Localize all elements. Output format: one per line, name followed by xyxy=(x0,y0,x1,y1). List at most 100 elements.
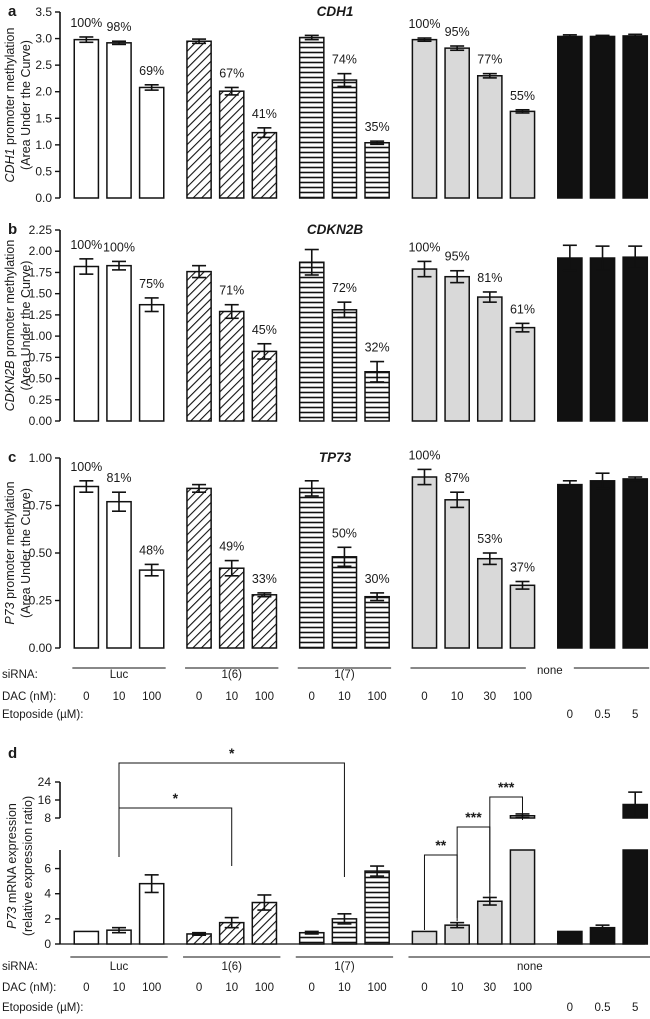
bar xyxy=(106,42,132,199)
y-tick-label: 3.0 xyxy=(35,32,52,46)
y-axis-label-line2: (Area Under the Curve) xyxy=(19,261,33,391)
bar xyxy=(364,141,390,199)
bar xyxy=(589,480,616,649)
y-tick-label: 1.00 xyxy=(29,451,53,465)
y-tick-label: 1.50 xyxy=(29,287,53,301)
dac-value: 100 xyxy=(513,982,532,994)
dac-value: 0 xyxy=(196,982,202,994)
significance-label: ** xyxy=(435,837,446,853)
y-label-rest: promoter methylation xyxy=(3,27,17,148)
bar xyxy=(509,110,536,199)
bar xyxy=(251,594,278,649)
dac-value: 0 xyxy=(196,691,202,703)
bar xyxy=(622,478,649,649)
bar-lower-segment xyxy=(509,849,536,945)
y-tick-label: 0.50 xyxy=(29,372,53,386)
dac-label: DAC (nM): xyxy=(2,691,56,703)
bar xyxy=(186,487,212,649)
dac-value: 0 xyxy=(421,691,427,703)
y-tick-label: 0.75 xyxy=(29,350,53,364)
dac-label: DAC (nM): xyxy=(2,982,56,994)
data-label: 33% xyxy=(252,572,277,586)
bar xyxy=(331,556,358,649)
etoposide-value: 5 xyxy=(632,709,638,721)
data-label: 49% xyxy=(219,540,244,554)
y-tick-label: 0.00 xyxy=(29,414,53,428)
bar xyxy=(557,483,583,649)
bar xyxy=(106,500,132,649)
data-label: 100% xyxy=(70,16,102,30)
dac-value: 100 xyxy=(368,691,387,703)
siRNA-label: siRNA: xyxy=(2,669,38,681)
data-label: 95% xyxy=(445,250,470,264)
data-label: 100% xyxy=(70,460,102,474)
bar xyxy=(364,595,390,649)
dac-value: 0 xyxy=(309,982,315,994)
y-tick-label: 1.5 xyxy=(35,111,52,125)
dac-value: 100 xyxy=(142,691,161,703)
bar xyxy=(251,350,278,422)
bar xyxy=(298,36,325,199)
bar-lower-segment xyxy=(622,849,649,945)
dac-value: 30 xyxy=(483,691,496,703)
etoposide-label: Etoposide (µM): xyxy=(2,709,83,721)
bar xyxy=(331,79,358,199)
y-tick-label: 16 xyxy=(38,793,52,807)
data-label: 100% xyxy=(103,240,135,254)
dac-value: 30 xyxy=(483,982,496,994)
panel-letter: d xyxy=(8,745,17,762)
bar xyxy=(298,487,325,649)
dac-value: 10 xyxy=(113,691,126,703)
y-tick-label: 3.5 xyxy=(35,5,52,19)
significance-bracket xyxy=(118,807,233,866)
bar xyxy=(509,584,536,649)
dac-value: 10 xyxy=(225,691,238,703)
bar xyxy=(73,38,100,199)
data-label: 55% xyxy=(510,89,535,103)
dac-value: 10 xyxy=(338,691,351,703)
data-label: 100% xyxy=(408,240,440,254)
y-tick-label: 1.75 xyxy=(29,265,53,279)
bar xyxy=(476,557,503,649)
bar xyxy=(138,303,165,422)
y-tick-label: 2.0 xyxy=(35,85,52,99)
etoposide-value: 0 xyxy=(567,1002,573,1014)
y-tick-label: 8 xyxy=(44,811,51,825)
bar xyxy=(331,309,358,422)
etoposide-label: Etoposide (µM): xyxy=(2,1002,83,1014)
significance-label: * xyxy=(229,745,235,761)
significance-label: *** xyxy=(498,779,515,795)
data-label: 37% xyxy=(510,561,535,575)
dac-value: 10 xyxy=(451,691,464,703)
group-label: 1(7) xyxy=(334,961,355,973)
bar xyxy=(589,257,616,422)
y-tick-label: 1.00 xyxy=(29,329,53,343)
dac-value: 100 xyxy=(142,982,161,994)
dac-value: 100 xyxy=(255,691,274,703)
data-label: 72% xyxy=(332,281,357,295)
data-label: 61% xyxy=(510,302,535,316)
y-tick-label: 0.50 xyxy=(29,546,53,560)
etoposide-value: 0 xyxy=(567,709,573,721)
data-label: 87% xyxy=(445,471,470,485)
significance-label: *** xyxy=(465,809,482,825)
group-label: none xyxy=(517,961,543,973)
y-tick-label: 4 xyxy=(44,887,51,901)
y-label-gene: CDKN2B xyxy=(3,361,17,412)
y-label-rest: mRNA expression xyxy=(5,803,19,907)
bar xyxy=(557,35,583,199)
panel-b: 0.00 0.25 0.50 0.75 1.00 1.25 1.50 1.75 2.00 2.25… xyxy=(3,221,649,428)
panel-letter: a xyxy=(8,3,17,20)
data-label: 81% xyxy=(106,471,131,485)
y-label-gene: P73 xyxy=(5,907,19,929)
data-label: 71% xyxy=(219,284,244,298)
panel-title: TP73 xyxy=(319,450,352,465)
data-label: 75% xyxy=(139,277,164,291)
dac-value: 100 xyxy=(255,982,274,994)
y-axis-label-line2: (Area Under the Curve) xyxy=(19,40,33,170)
dac-value: 0 xyxy=(421,982,427,994)
y-axis-label: CDH1 promoter methylation xyxy=(3,27,17,182)
data-label: 81% xyxy=(477,271,502,285)
